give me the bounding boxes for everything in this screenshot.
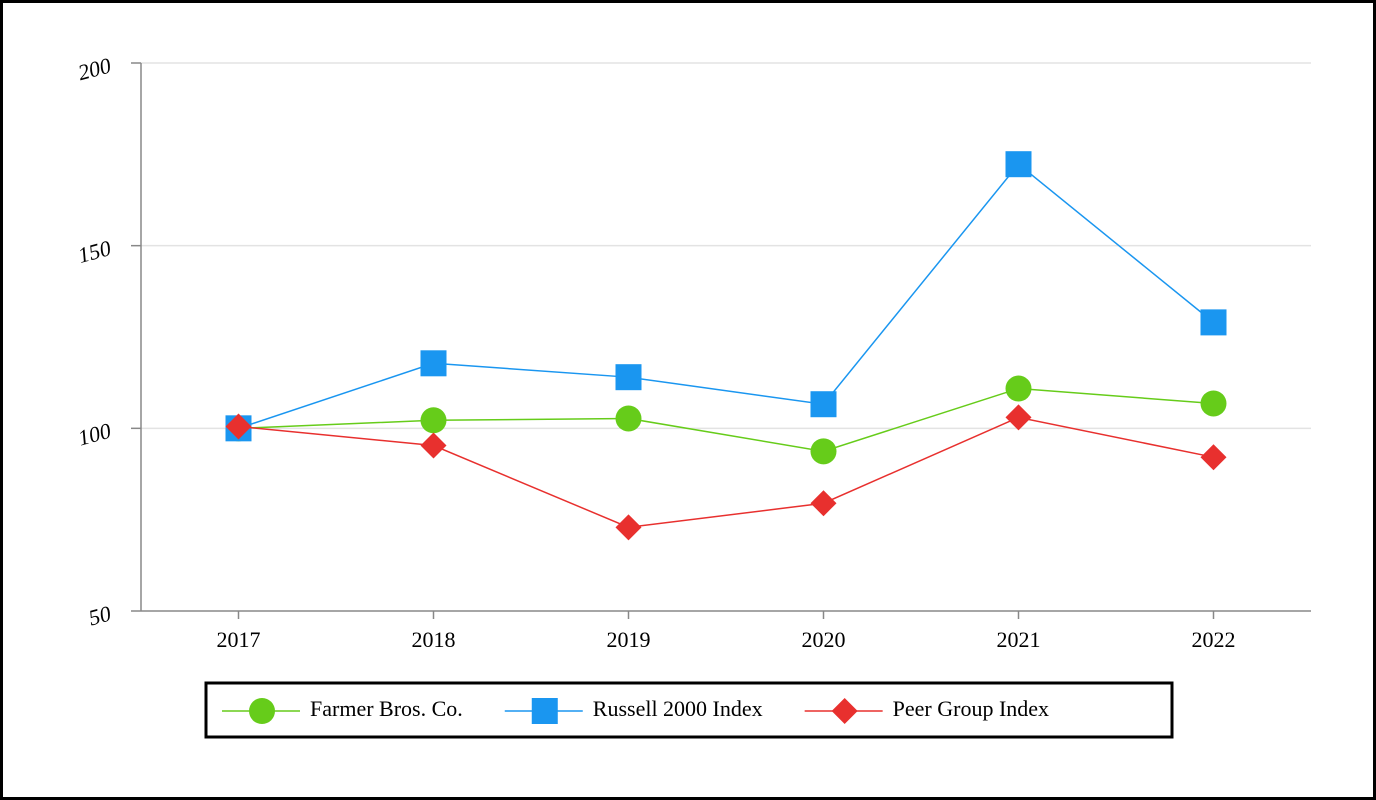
- legend-label: Russell 2000 Index: [593, 696, 763, 721]
- series-line: [238, 416, 1214, 529]
- series-line: [238, 163, 1214, 430]
- x-tick-label: 2019: [607, 627, 651, 652]
- x-tick-label: 2017: [217, 627, 261, 652]
- marker: [810, 490, 837, 517]
- marker: [1005, 404, 1032, 431]
- marker: [1005, 375, 1032, 402]
- marker: [1200, 390, 1227, 417]
- marker: [1005, 151, 1032, 178]
- x-tick-label: 2021: [997, 627, 1041, 652]
- marker: [810, 438, 837, 465]
- series-line: [238, 387, 1214, 453]
- legend-label: Peer Group Index: [893, 696, 1049, 721]
- x-tick-label: 2022: [1192, 627, 1236, 652]
- marker: [249, 698, 275, 724]
- marker: [1200, 444, 1227, 471]
- marker: [531, 698, 558, 724]
- legend-label: Farmer Bros. Co.: [310, 696, 463, 721]
- marker: [225, 413, 252, 440]
- marker: [615, 405, 642, 432]
- marker: [1200, 309, 1227, 336]
- marker: [615, 364, 642, 391]
- x-tick-label: 2020: [802, 627, 846, 652]
- x-tick-label: 2018: [412, 627, 456, 652]
- marker: [420, 350, 447, 377]
- legend: Farmer Bros. Co. Russell 2000 Index Peer G…: [222, 696, 1049, 724]
- marker: [615, 514, 642, 541]
- marker: [831, 698, 858, 724]
- legend-box: [204, 681, 1174, 739]
- marker: [420, 432, 447, 459]
- marker: [420, 407, 447, 434]
- marker: [810, 391, 837, 418]
